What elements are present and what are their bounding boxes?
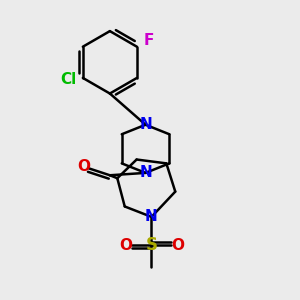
Text: N: N xyxy=(139,165,152,180)
Text: N: N xyxy=(139,117,152,132)
Text: O: O xyxy=(171,238,184,253)
Text: F: F xyxy=(144,33,154,48)
Text: S: S xyxy=(146,236,158,254)
Text: O: O xyxy=(119,238,132,253)
Text: Cl: Cl xyxy=(60,72,76,87)
Text: N: N xyxy=(145,209,158,224)
Text: O: O xyxy=(77,159,90,174)
